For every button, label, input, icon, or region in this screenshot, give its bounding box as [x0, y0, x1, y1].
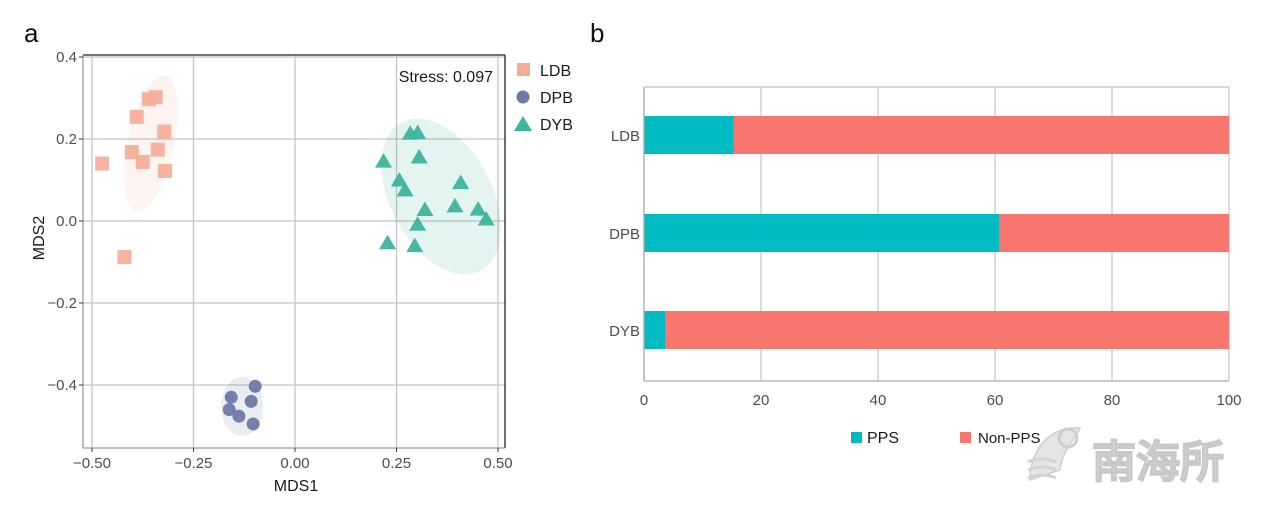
legend-key-pps	[851, 432, 862, 443]
x-tick-label: 0.50	[483, 455, 512, 472]
legend-key-dyb	[514, 116, 532, 131]
y-axis-label: MDS2	[31, 216, 48, 261]
data-point-ldb	[150, 142, 165, 157]
data-point-dpb	[224, 390, 238, 404]
data-point-dpb	[244, 394, 258, 408]
category-label: LDB	[611, 128, 640, 145]
x-tick-label: −0.25	[175, 455, 213, 472]
panel-b-label: b	[590, 18, 604, 48]
x-tick-label: 40	[870, 392, 887, 409]
legend-label-non-pps: Non-PPS	[978, 430, 1041, 447]
x-tick-label: 60	[987, 392, 1004, 409]
bar-dpb-pps	[644, 214, 1000, 252]
watermark-text: 南海所	[1092, 437, 1224, 488]
data-point-dyb	[396, 181, 414, 197]
legend-key-ldb	[517, 63, 530, 76]
data-point-ldb	[158, 163, 173, 178]
panel-b-stacked-bar: b 0 20 40 60 80 100 LDB DPB DYB PPS Non-PPS	[590, 18, 1242, 447]
data-point-dyb	[375, 153, 393, 168]
bar-dyb-pps	[644, 311, 666, 349]
data-point-ldb	[135, 154, 150, 169]
x-tick-label: −0.50	[73, 455, 111, 472]
panel-a-points	[95, 90, 495, 431]
data-point-ldb	[117, 250, 132, 265]
data-point-dpb	[246, 417, 260, 431]
panel-b-axes: 0 20 40 60 80 100 LDB DPB DYB	[609, 87, 1242, 409]
data-point-ldb	[129, 109, 144, 124]
y-tick-label: 0.2	[56, 131, 77, 148]
data-point-dyb	[416, 201, 434, 217]
panel-a-legend: LDB DPB DYB	[514, 63, 573, 134]
x-tick-label: 80	[1104, 392, 1121, 409]
bar-ldb-non-pps	[733, 116, 1229, 154]
panel-a-axes: −0.50 −0.25 0.00 0.25 0.50 0.4 0.2 0.0 −0.2 −0.4	[47, 49, 512, 472]
x-axis-label: MDS1	[274, 478, 319, 495]
y-tick-label: 0.0	[56, 213, 77, 230]
legend-label-dpb: DPB	[540, 90, 573, 107]
data-point-dyb	[406, 237, 424, 253]
panel-b-bars	[644, 116, 1229, 349]
category-label: DPB	[609, 226, 640, 243]
bar-dpb-non-pps	[999, 214, 1229, 252]
legend-label-ldb: LDB	[540, 63, 571, 80]
data-point-dyb	[390, 172, 408, 187]
data-point-dpb	[222, 403, 236, 417]
x-tick-label: 0	[640, 392, 648, 409]
x-tick-label: 20	[753, 392, 770, 409]
panel-a-gridlines	[83, 55, 505, 448]
data-point-ldb	[148, 90, 163, 105]
panel-a-label: a	[24, 18, 39, 48]
y-tick-label: 0.4	[56, 49, 77, 66]
data-point-dpb	[232, 409, 246, 423]
data-point-dyb	[410, 149, 428, 164]
data-point-dyb	[409, 216, 427, 231]
data-point-dyb	[409, 124, 427, 139]
legend-key-dpb	[516, 90, 530, 104]
x-tick-label: 0.00	[280, 455, 309, 472]
legend-label-dyb: DYB	[540, 117, 573, 134]
data-point-dpb	[248, 379, 262, 393]
watermark: 南海所	[1027, 427, 1225, 489]
panel-a-nmds-scatter: a −0.50 −0.25 0.00 0.25 0.500.40.20.0−0.2−0.…	[24, 18, 573, 495]
data-point-ldb	[157, 124, 172, 139]
panel-a-ellipses	[123, 74, 501, 436]
panel-b-legend: PPS Non-PPS	[851, 430, 1041, 447]
stress-annotation: Stress: 0.097	[399, 69, 493, 86]
bar-ldb-pps	[644, 116, 734, 154]
data-point-dyb	[379, 234, 397, 250]
y-tick-label: −0.4	[47, 377, 77, 394]
x-tick-label: 100	[1216, 392, 1241, 409]
y-tick-label: −0.2	[47, 295, 77, 312]
watermark-logo-icon	[1027, 427, 1082, 482]
data-point-dyb	[477, 210, 495, 226]
data-point-ldb	[124, 145, 139, 160]
confidence-ellipse-dyb	[381, 118, 501, 275]
legend-key-non-pps	[960, 432, 971, 443]
legend-label-pps: PPS	[867, 430, 899, 447]
data-point-dyb	[469, 201, 487, 216]
x-tick-label: 0.25	[382, 455, 411, 472]
data-point-ldb	[95, 156, 110, 171]
data-point-dyb	[446, 197, 464, 213]
category-label: DYB	[609, 323, 640, 340]
data-point-dyb	[452, 174, 470, 189]
bar-dyb-non-pps	[665, 311, 1229, 349]
